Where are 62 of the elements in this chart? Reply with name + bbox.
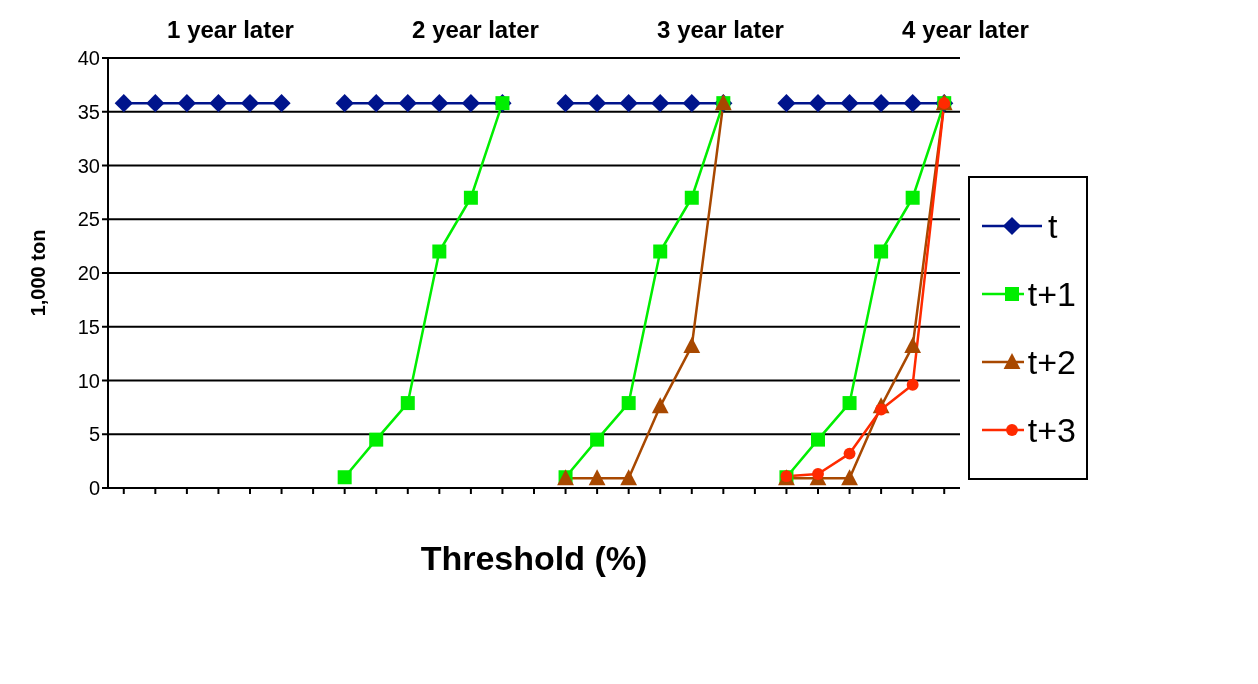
point [240,94,260,113]
point [653,244,668,259]
x-axis-title: Threshold (%) [420,539,648,577]
point [842,396,857,411]
point [906,378,919,391]
point [904,337,922,354]
text: 1 year later [166,16,295,44]
point [114,94,133,113]
point [461,94,480,113]
point [905,190,920,205]
y-tick-label: 40 [77,47,100,70]
point [682,94,701,113]
y-tick-label: 5 [88,423,100,446]
point [588,469,606,486]
point [872,94,891,113]
text: 2 year later [411,16,540,44]
point [808,94,828,113]
y-tick-label: 0 [88,477,100,500]
y-tick-label: 35 [77,100,100,123]
point [811,432,825,447]
point [590,432,605,447]
legend-label: t+1 [1027,274,1076,314]
legend-label: t [1048,206,1058,246]
point [619,94,638,113]
y-tick-label: 30 [77,154,100,177]
point [337,470,352,485]
point [177,94,196,113]
point [588,94,607,113]
legend-label: t+2 [1027,342,1076,382]
point [684,190,699,205]
point [272,94,291,113]
point [146,94,165,113]
point [874,244,889,259]
point [621,396,636,411]
point [777,94,796,113]
point [367,94,386,113]
point [430,94,449,113]
point [400,396,415,411]
y-tick-label: 25 [77,208,100,231]
point [335,94,354,113]
y-tick-label: 10 [77,369,100,392]
point [683,337,701,354]
text: 4 year later [901,16,1030,44]
point [463,190,478,205]
point [651,397,669,414]
point [651,94,670,113]
y-tick-label: 20 [77,262,100,285]
point [398,94,417,113]
point [812,468,824,480]
y-tick-label: 15 [77,315,100,338]
point [843,447,856,460]
text: 3 year later [656,16,785,44]
legend-label: t+3 [1027,410,1076,450]
point [903,94,922,113]
point [432,244,447,259]
point [840,94,859,113]
point [209,94,228,113]
point [556,94,575,113]
y-axis-title: 1,000 ton [27,229,50,317]
point [841,469,858,486]
point [620,469,638,486]
point [369,432,384,447]
